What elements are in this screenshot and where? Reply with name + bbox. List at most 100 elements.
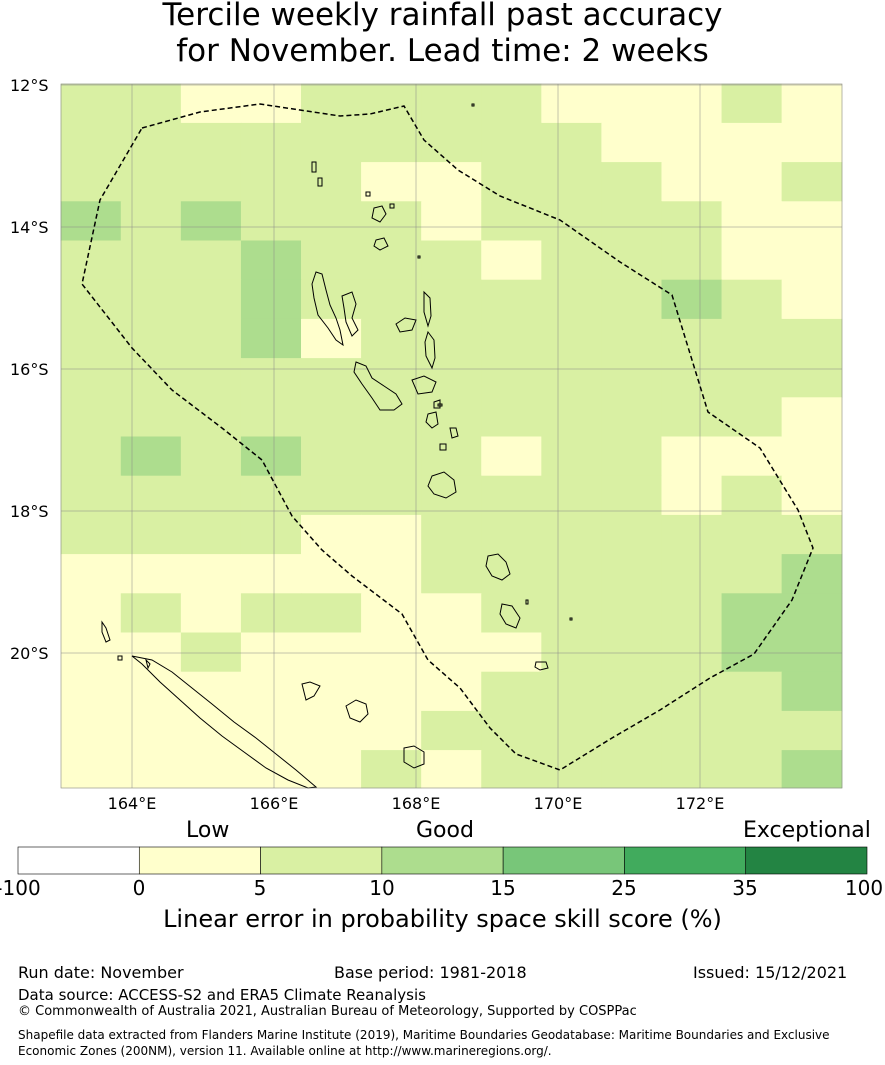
grid-cell <box>421 554 482 594</box>
colorbar-segment <box>624 846 747 875</box>
grid-cell <box>601 162 663 202</box>
run-date: Run date: November <box>18 963 184 982</box>
grid-cell <box>661 279 723 320</box>
grid-cell <box>60 397 122 438</box>
grid-cell <box>361 632 422 673</box>
grid-cell <box>180 475 242 516</box>
grid-cell <box>301 514 362 555</box>
grid-cell <box>120 710 182 751</box>
grid-cell <box>541 318 602 359</box>
pentecost-island <box>424 330 436 370</box>
grid-cell <box>721 593 783 634</box>
grid-cell <box>421 201 482 242</box>
grid-cell <box>601 750 663 789</box>
tanna-island <box>499 603 521 629</box>
ambae-island <box>395 317 417 333</box>
grid-cell <box>661 710 723 751</box>
colorbar-segment <box>745 846 868 875</box>
grid-cell <box>361 436 422 477</box>
grid-cell <box>180 279 242 320</box>
lat-label-18s: 18°S <box>10 502 49 521</box>
shapefile-credit: Shapefile data extracted from Flanders M… <box>18 1027 868 1059</box>
grid-cell <box>180 122 242 163</box>
grid-cell <box>60 593 122 634</box>
grid-cell <box>781 201 843 242</box>
grid-cell <box>481 279 542 320</box>
grid-cell <box>60 83 122 124</box>
malo-island <box>341 291 359 337</box>
grid-cell <box>361 279 422 320</box>
ambrym-island <box>411 375 437 395</box>
lon-label-170e: 170°E <box>534 794 583 813</box>
grid-cell <box>180 162 242 202</box>
small-island <box>417 103 573 621</box>
grid-cell <box>180 318 242 359</box>
grid-cell <box>541 162 602 202</box>
grid-cell <box>301 750 362 789</box>
grid-cell <box>361 358 422 398</box>
grid-cell <box>541 671 602 712</box>
grid-cell <box>781 593 843 634</box>
grid-cell <box>120 750 182 789</box>
grid-cell <box>60 279 122 320</box>
grid-cell <box>301 279 362 320</box>
grid-cell <box>601 122 663 163</box>
torres-islands <box>311 161 323 187</box>
grid-cell <box>481 671 542 712</box>
grid-cell <box>180 710 242 751</box>
lat-label-12s: 12°S <box>10 76 49 95</box>
grid-cell <box>601 397 663 438</box>
grid-cell <box>661 122 723 163</box>
grid-cell <box>661 554 723 594</box>
grid-cell <box>601 279 663 320</box>
grid-cell <box>120 593 182 634</box>
grid-cell <box>661 750 723 789</box>
grid-cell <box>361 397 422 438</box>
grid-cell <box>301 397 362 438</box>
grid-cell <box>601 436 663 477</box>
grid-cell <box>361 122 422 163</box>
grid-cell <box>361 710 422 751</box>
grid-cell <box>240 436 302 477</box>
legend-category-good: Good <box>416 818 474 843</box>
grid-cell <box>361 475 422 516</box>
grid-cell <box>721 318 783 359</box>
grid-cell <box>180 514 242 555</box>
grid-cell <box>301 201 362 242</box>
grid-cell <box>421 671 482 712</box>
grid-cell <box>421 162 482 202</box>
espiritu-santo-island <box>311 271 344 347</box>
grid-cell <box>721 554 783 594</box>
lon-label-168e: 168°E <box>392 794 441 813</box>
grid-cell <box>601 358 663 398</box>
grid-cell <box>120 162 182 202</box>
data-source: Data source: ACCESS-S2 and ERA5 Climate … <box>18 986 426 1004</box>
grid-cell <box>541 710 602 751</box>
grid-cell <box>781 397 843 438</box>
grid-cell <box>301 632 362 673</box>
grid-cell <box>601 475 663 516</box>
grid-cell <box>60 750 122 789</box>
grid-cell <box>601 632 663 673</box>
grid-cell <box>481 632 542 673</box>
shapefile-credit-line-2: Economic Zones (200NM), version 11. Avai… <box>18 1044 552 1058</box>
issued-date: Issued: 15/12/2021 <box>693 963 848 982</box>
grid-cell <box>421 358 482 398</box>
grid-cell <box>661 593 723 634</box>
grid-cell <box>541 240 602 281</box>
new-caledonia-mainland <box>131 655 318 789</box>
grid-cell <box>180 750 242 789</box>
grid-cell <box>240 475 302 516</box>
grid-cell <box>781 436 843 477</box>
emae-island <box>439 443 447 451</box>
grid-cell <box>421 632 482 673</box>
grid-cell <box>541 436 602 477</box>
grid-cell <box>60 475 122 516</box>
grid-cell <box>120 475 182 516</box>
grid-cell <box>180 358 242 398</box>
malekula-island <box>353 361 403 411</box>
grid-cell <box>481 514 542 555</box>
grid-cell <box>781 710 843 751</box>
grid-cell <box>781 671 843 712</box>
grid-cell <box>661 514 723 555</box>
